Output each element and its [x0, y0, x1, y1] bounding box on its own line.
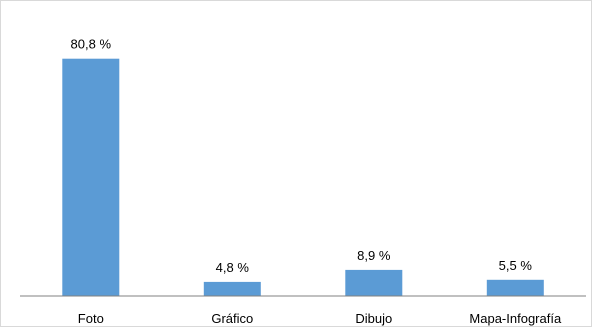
bar-foto	[62, 58, 120, 297]
bar-mapa-infograf-a	[486, 279, 544, 296]
bar-dibujo	[345, 269, 403, 296]
data-label: 5,5 %	[499, 258, 533, 273]
data-labels-group: 80,8 % 4,8 % 8,9 % 5,5 %	[71, 37, 533, 275]
category-label: Gráfico	[211, 311, 253, 326]
bars-group	[62, 58, 544, 297]
data-label: 80,8 %	[71, 37, 112, 52]
category-label: Foto	[78, 311, 104, 326]
bar-gr-fico	[203, 281, 261, 296]
category-label: Dibujo	[355, 311, 392, 326]
category-label: Mapa-Infografía	[469, 311, 562, 326]
data-label: 8,9 %	[357, 248, 391, 263]
category-labels-group: Foto Gráfico Dibujo Mapa-Infografía	[78, 311, 562, 326]
data-label: 4,8 %	[216, 260, 250, 275]
